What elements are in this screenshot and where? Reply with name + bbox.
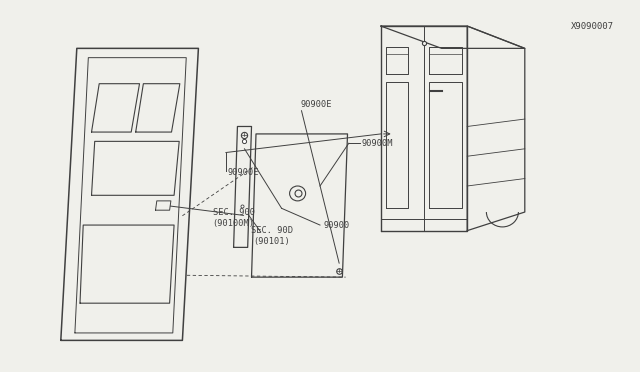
Text: 90900E: 90900E (227, 169, 259, 177)
Text: 90900M: 90900M (362, 139, 393, 148)
Text: SEC. 90D
(90101): SEC. 90D (90101) (251, 226, 293, 246)
Ellipse shape (290, 186, 306, 201)
Text: X9090007: X9090007 (572, 22, 614, 31)
Text: 90900E: 90900E (301, 100, 332, 109)
Text: 90900: 90900 (323, 221, 349, 230)
Text: SEC. 900
(90100M): SEC. 900 (90100M) (212, 208, 255, 228)
